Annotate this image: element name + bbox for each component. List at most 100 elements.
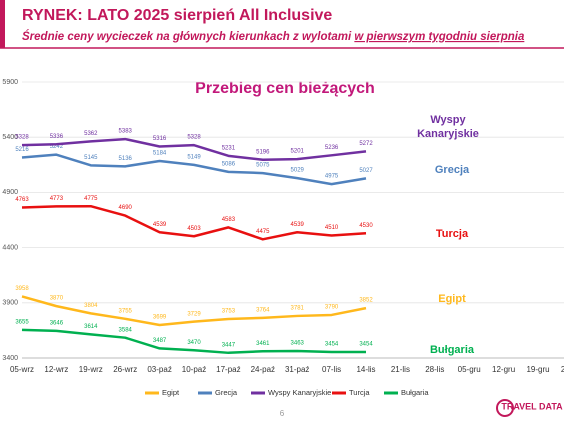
series-annotation: Wyspy Kanaryjskie	[417, 114, 479, 140]
chart-title: Przebieg cen bieżących	[195, 80, 375, 97]
x-tick-label: 17-paź	[216, 365, 240, 374]
data-label: 3753	[222, 309, 236, 315]
data-label: 3454	[359, 342, 373, 348]
y-tick-label: 4900	[2, 189, 18, 196]
series-line	[21, 295, 367, 327]
y-tick-label: 3400	[2, 355, 18, 362]
data-label: 4583	[222, 217, 236, 223]
legend-label: Egipt	[162, 388, 180, 397]
logo: TRAVEL DATA	[501, 401, 563, 411]
legend-label: Bułgaria	[401, 388, 429, 397]
data-label: 4475	[256, 229, 270, 235]
data-label: 4539	[153, 222, 167, 228]
y-tick-label: 5400	[2, 134, 18, 141]
data-label: 3729	[187, 311, 201, 317]
data-label: 5242	[50, 144, 64, 150]
x-tick-label: 14-lis	[356, 365, 375, 374]
data-label: 4975	[325, 174, 339, 180]
y-tick-label: 4400	[2, 244, 18, 251]
data-label: 5231	[222, 145, 236, 151]
page-number: 6	[280, 409, 285, 418]
x-tick-label: 03-paź	[147, 365, 171, 374]
data-label: 4530	[359, 223, 373, 229]
x-tick-label: 21-lis	[391, 365, 410, 374]
data-label: 4539	[291, 222, 305, 228]
subtitle-underlined: w pierwszym tygodniu sierpnia	[354, 31, 525, 43]
data-label: 3958	[15, 286, 29, 292]
legend-label: Grecja	[215, 388, 238, 397]
data-label: 3870	[50, 296, 64, 302]
data-label: 5149	[187, 154, 201, 160]
data-label: 5136	[119, 156, 133, 162]
data-label: 4503	[187, 226, 201, 232]
logo-icon	[496, 399, 514, 417]
x-tick-label: 26-wrz	[113, 365, 137, 374]
legend-label: Wyspy Kanaryjskie	[268, 388, 331, 397]
data-label: 3699	[153, 315, 167, 321]
series-line	[21, 328, 366, 355]
data-label: 3470	[187, 340, 201, 346]
series-annotation: Bułgaria	[429, 344, 474, 356]
data-label: 4690	[119, 205, 133, 211]
data-label: 3463	[291, 341, 305, 347]
x-tick-label: 05-wrz	[10, 365, 34, 374]
data-label: 5362	[84, 131, 98, 137]
x-tick-label: 12-wrz	[44, 365, 68, 374]
x-tick-label: 28-lis	[425, 365, 444, 374]
data-label: 3614	[84, 324, 98, 330]
series-annotation: Grecja	[434, 164, 470, 176]
series-line	[21, 204, 367, 241]
x-tick-label: 10-paź	[182, 365, 206, 374]
series-annotation: Egipt	[438, 293, 466, 305]
data-label: 5328	[187, 135, 201, 141]
x-tick-label: 26-gru	[561, 365, 564, 374]
data-label: 5328	[15, 135, 29, 141]
subtitle-text: Średnie ceny wycieczek na głównych kieru…	[22, 30, 354, 43]
x-tick-label: 31-paź	[285, 365, 309, 374]
y-tick-label: 3900	[2, 300, 18, 307]
subtitle: Średnie ceny wycieczek na głównych kieru…	[22, 30, 525, 43]
data-label: 5145	[84, 155, 98, 161]
data-label: 3764	[256, 307, 270, 313]
data-label: 3781	[291, 306, 305, 312]
data-label: 3447	[222, 342, 236, 348]
data-label: 5216	[15, 147, 29, 153]
data-label: 5383	[119, 129, 133, 135]
legend-label: Turcja	[349, 388, 370, 397]
data-label: 3755	[119, 308, 133, 314]
data-label: 5184	[153, 151, 167, 157]
data-label: 3804	[84, 303, 98, 309]
data-label: 5029	[291, 168, 305, 174]
data-label: 5027	[359, 168, 373, 174]
x-tick-label: 07-lis	[322, 365, 341, 374]
data-label: 4510	[325, 225, 339, 231]
x-tick-label: 12-gru	[492, 365, 515, 374]
data-label: 5272	[359, 141, 373, 147]
data-label: 3646	[50, 320, 64, 326]
data-label: 3584	[119, 327, 133, 333]
data-label: 4775	[84, 196, 98, 202]
series-line	[21, 137, 367, 161]
data-label: 3461	[256, 341, 270, 347]
title: RYNEK: LATO 2025 sierpień All Inclusive	[22, 7, 332, 24]
data-label: 4763	[15, 197, 29, 203]
accent-bar	[0, 0, 5, 48]
x-tick-label: 19-gru	[526, 365, 549, 374]
data-label: 4773	[50, 196, 64, 202]
y-tick-label: 5900	[2, 79, 18, 86]
data-label: 3655	[15, 319, 29, 325]
data-label: 3790	[325, 305, 339, 311]
data-label: 3487	[153, 338, 167, 344]
data-label: 5336	[50, 134, 64, 140]
data-label: 5086	[222, 161, 236, 167]
series-line	[21, 153, 367, 186]
data-label: 5196	[256, 149, 270, 155]
series-annotation: Turcja	[435, 228, 469, 240]
data-label: 5075	[256, 163, 270, 169]
x-tick-label: 24-paź	[251, 365, 275, 374]
x-tick-label: 19-wrz	[79, 365, 103, 374]
x-tick-label: 05-gru	[458, 365, 481, 374]
data-label: 3454	[325, 342, 339, 348]
